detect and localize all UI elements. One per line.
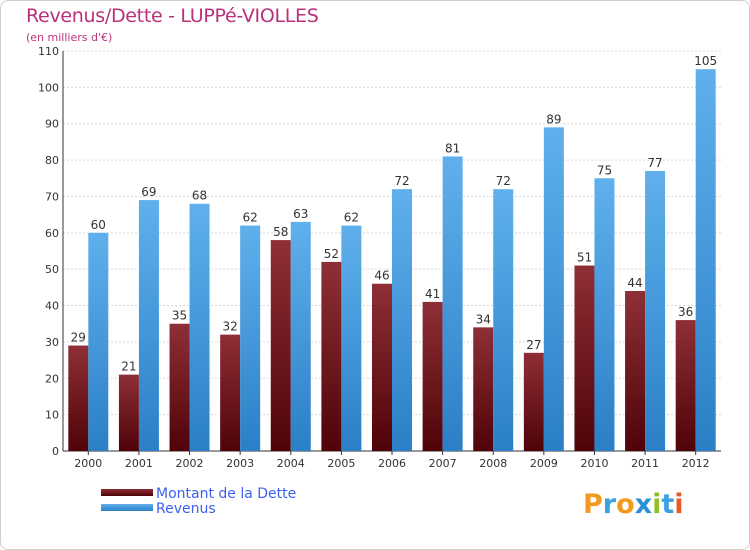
- x-tick-label: 2009: [530, 457, 558, 470]
- y-tick-label: 40: [45, 300, 59, 313]
- data-label-revenus-2009: 89: [546, 112, 561, 126]
- bar-dette-2000: [68, 345, 89, 451]
- bar-dette-2007: [422, 301, 443, 451]
- data-label-dette-2005: 52: [324, 247, 339, 261]
- data-label-revenus-2000: 60: [91, 218, 106, 232]
- y-tick-label: 80: [45, 154, 59, 167]
- bar-revenus-2007: [442, 156, 463, 452]
- y-tick-label: 110: [38, 45, 59, 58]
- y-tick-label: 60: [45, 227, 59, 240]
- logo-letter: o: [616, 489, 635, 520]
- logo-letter: P: [583, 489, 603, 520]
- data-label-dette-2010: 51: [577, 251, 592, 265]
- logo-letter: r: [602, 489, 617, 520]
- bar-revenus-2012: [695, 69, 716, 451]
- legend-label-dette: Montant de la Dette: [156, 486, 297, 502]
- bar-dette-2006: [372, 283, 392, 451]
- bar-revenus-2000: [88, 232, 109, 451]
- bar-revenus-2002: [189, 203, 210, 451]
- data-label-revenus-2007: 81: [445, 141, 460, 155]
- bar-dette-2004: [270, 240, 291, 451]
- data-label-revenus-2005: 62: [344, 211, 359, 225]
- bar-dette-2008: [473, 327, 494, 451]
- x-tick-label: 2006: [378, 457, 406, 470]
- bar-revenus-2011: [645, 171, 666, 451]
- bar-dette-2012: [675, 320, 696, 451]
- data-label-revenus-2002: 68: [192, 189, 207, 203]
- y-tick-label: 90: [45, 118, 59, 131]
- logo-letter: t: [661, 489, 675, 520]
- x-tick-label: 2008: [479, 457, 507, 470]
- bar-revenus-2010: [594, 178, 615, 452]
- x-tick-label: 2002: [176, 457, 204, 470]
- bar-revenus-2006: [392, 189, 412, 451]
- y-tick-label: 30: [45, 336, 59, 349]
- bar-revenus-2008: [493, 189, 514, 451]
- bar-dette-2010: [574, 265, 595, 451]
- data-label-revenus-2011: 77: [647, 156, 662, 170]
- x-tick-label: 2001: [125, 457, 153, 470]
- chart-title: Revenus/Dette - LUPPé-VIOLLES: [26, 5, 319, 27]
- data-label-dette-2004: 58: [273, 225, 288, 239]
- bar-dette-2005: [321, 261, 342, 451]
- x-tick-label: 2011: [631, 457, 659, 470]
- logo-letter: i: [674, 489, 684, 520]
- bar-revenus-2004: [290, 221, 311, 451]
- data-label-revenus-2008: 72: [496, 174, 511, 188]
- data-label-dette-2001: 21: [121, 360, 136, 374]
- x-tick-label: 2012: [682, 457, 710, 470]
- data-label-dette-2009: 27: [526, 338, 541, 352]
- data-label-dette-2006: 46: [374, 269, 389, 283]
- chart-subtitle: (en milliers d'€): [26, 31, 113, 44]
- data-label-revenus-2010: 75: [597, 163, 612, 177]
- y-tick-label: 20: [45, 372, 59, 385]
- x-tick-label: 2010: [580, 457, 608, 470]
- bar-dette-2003: [220, 334, 241, 451]
- bar-revenus-2005: [341, 225, 362, 451]
- y-tick-label: 70: [45, 190, 59, 203]
- bar-dette-2011: [625, 291, 646, 451]
- bar-revenus-2009: [543, 127, 564, 451]
- bar-dette-2001: [118, 374, 139, 451]
- legend-swatch-revenus: [101, 504, 153, 511]
- x-tick-label: 2007: [429, 457, 457, 470]
- legend-label-revenus: Revenus: [156, 501, 216, 517]
- logo-letter: i: [652, 489, 662, 520]
- data-label-dette-2000: 29: [71, 331, 86, 345]
- logo-letter: x: [634, 489, 653, 520]
- data-label-dette-2002: 35: [172, 309, 187, 323]
- data-label-dette-2011: 44: [627, 276, 642, 290]
- bar-revenus-2001: [138, 200, 159, 451]
- proxiti-logo: Proxiti: [583, 489, 684, 520]
- y-tick-label: 50: [45, 263, 59, 276]
- data-label-revenus-2006: 72: [394, 174, 409, 188]
- data-label-dette-2003: 32: [223, 320, 238, 334]
- bar-dette-2009: [523, 352, 544, 451]
- data-label-revenus-2001: 69: [141, 185, 156, 199]
- y-tick-label: 0: [52, 445, 59, 458]
- y-tick-label: 10: [45, 409, 59, 422]
- data-label-revenus-2012: 105: [694, 54, 717, 68]
- x-tick-label: 2000: [74, 457, 102, 470]
- bar-revenus-2003: [240, 225, 261, 451]
- data-label-dette-2007: 41: [425, 287, 440, 301]
- data-label-dette-2012: 36: [678, 305, 693, 319]
- x-tick-label: 2004: [277, 457, 305, 470]
- x-tick-label: 2005: [327, 457, 355, 470]
- data-label-dette-2008: 34: [476, 312, 491, 326]
- data-label-revenus-2004: 63: [293, 207, 308, 221]
- y-tick-label: 100: [38, 81, 59, 94]
- legend-swatch-dette: [101, 489, 153, 496]
- data-label-revenus-2003: 62: [243, 211, 258, 225]
- x-tick-label: 2003: [226, 457, 254, 470]
- bar-dette-2002: [169, 323, 190, 451]
